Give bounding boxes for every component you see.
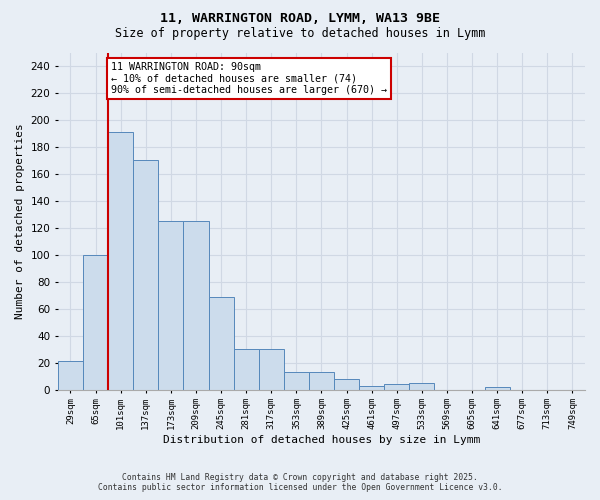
Bar (133, 160, 158, 390)
Text: 11 WARRINGTON ROAD: 90sqm
← 10% of detached houses are smaller (74)
90% of semi-: 11 WARRINGTON ROAD: 90sqm ← 10% of detac… (110, 62, 386, 95)
Bar (359, 386, 384, 390)
X-axis label: Distribution of detached houses by size in Lymm: Distribution of detached houses by size … (163, 435, 480, 445)
Bar (108, 132, 133, 390)
Bar (409, 383, 434, 390)
Bar (158, 221, 184, 390)
Text: 11, WARRINGTON ROAD, LYMM, WA13 9BE: 11, WARRINGTON ROAD, LYMM, WA13 9BE (160, 12, 440, 26)
Y-axis label: Number of detached properties: Number of detached properties (15, 123, 25, 319)
Bar (259, 349, 284, 390)
Bar (233, 349, 259, 390)
Bar (184, 221, 209, 390)
Bar (83, 254, 108, 390)
Bar (284, 372, 309, 390)
Bar (485, 387, 510, 390)
Bar (209, 296, 233, 390)
Text: Contains HM Land Registry data © Crown copyright and database right 2025.
Contai: Contains HM Land Registry data © Crown c… (98, 473, 502, 492)
Text: Size of property relative to detached houses in Lymm: Size of property relative to detached ho… (115, 28, 485, 40)
Bar (384, 384, 409, 390)
Bar (334, 379, 359, 390)
Bar (58, 361, 83, 390)
Bar (309, 372, 334, 390)
